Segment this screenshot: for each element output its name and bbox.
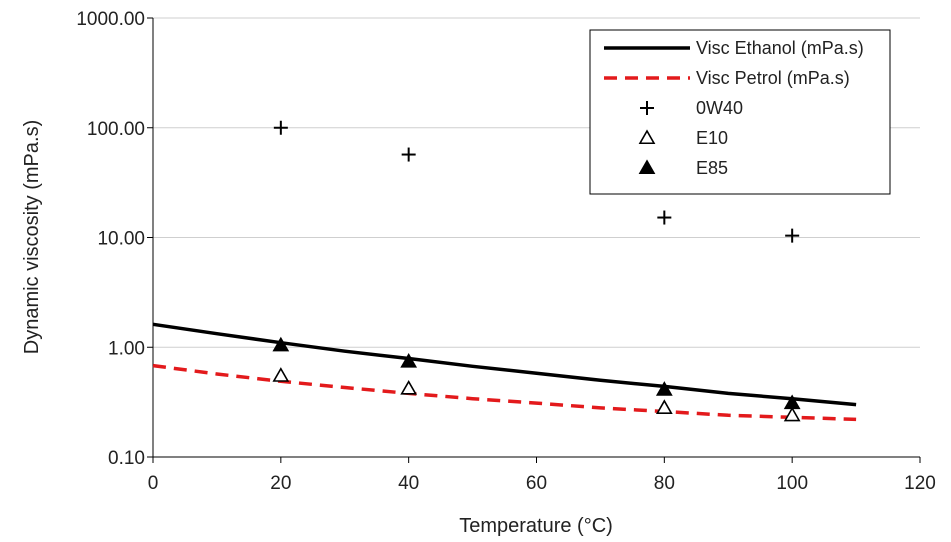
- legend-label-visc-petrol-mpa-s: Visc Petrol (mPa.s): [696, 68, 850, 88]
- x-tick-label: 0: [148, 473, 159, 494]
- y-tick-labels: 0.10 1.00 10.00 100.00 1000.00: [76, 9, 153, 469]
- data-point-0w40: [273, 120, 288, 135]
- legend-label-e85: E85: [696, 158, 728, 178]
- y-tick-label: 1000.00: [76, 9, 145, 30]
- data-point-e10: [783, 406, 801, 422]
- legend-swatch-0w40: [640, 101, 654, 115]
- data-point-e10: [272, 367, 290, 382]
- data-point-e85: [272, 336, 290, 352]
- x-tick-label: 40: [398, 473, 419, 494]
- legend-box: [589, 29, 891, 195]
- x-tick-label: 20: [270, 473, 291, 494]
- data-point-0w40: [785, 228, 800, 243]
- data-point-e85: [655, 381, 673, 396]
- data-point-0w40: [657, 210, 672, 225]
- x-axis-title: Temperature (°C): [459, 515, 613, 537]
- x-tick-labels: 0 20 40 60 80 100 120: [148, 457, 936, 494]
- y-tick-label: 1.00: [108, 338, 145, 359]
- series-line-visc-petrol-mpa-s: [152, 363, 857, 422]
- data-point-e85: [783, 394, 801, 410]
- legend-swatch-e10: [638, 129, 656, 145]
- series-line-visc-ethanol-mpa-s: [152, 322, 857, 407]
- x-tick-label: 120: [904, 473, 936, 494]
- data-point-e85: [400, 352, 418, 368]
- x-tick-label: 60: [526, 473, 547, 494]
- y-tick-label: 0.10: [108, 448, 145, 469]
- y-axis-title: Dynamic viscosity (mPa.s): [21, 120, 43, 354]
- data-point-0w40: [401, 147, 416, 162]
- plot-area: [152, 120, 857, 422]
- x-tick-label: 100: [776, 473, 808, 494]
- legend-swatch-e85: [638, 159, 656, 175]
- y-tick-label: 100.00: [87, 119, 145, 140]
- legend-label-visc-ethanol-mpa-s: Visc Ethanol (mPa.s): [696, 38, 864, 58]
- x-tick-label: 80: [654, 473, 675, 494]
- data-point-e10: [400, 379, 418, 395]
- legend-label-0w40: 0W40: [696, 98, 743, 118]
- legend: Visc Ethanol (mPa.s) Visc Petrol (mPa.s) 0…: [589, 29, 891, 195]
- legend-label-e10: E10: [696, 128, 728, 148]
- data-point-e10: [655, 399, 673, 414]
- y-tick-label: 10.00: [97, 229, 145, 250]
